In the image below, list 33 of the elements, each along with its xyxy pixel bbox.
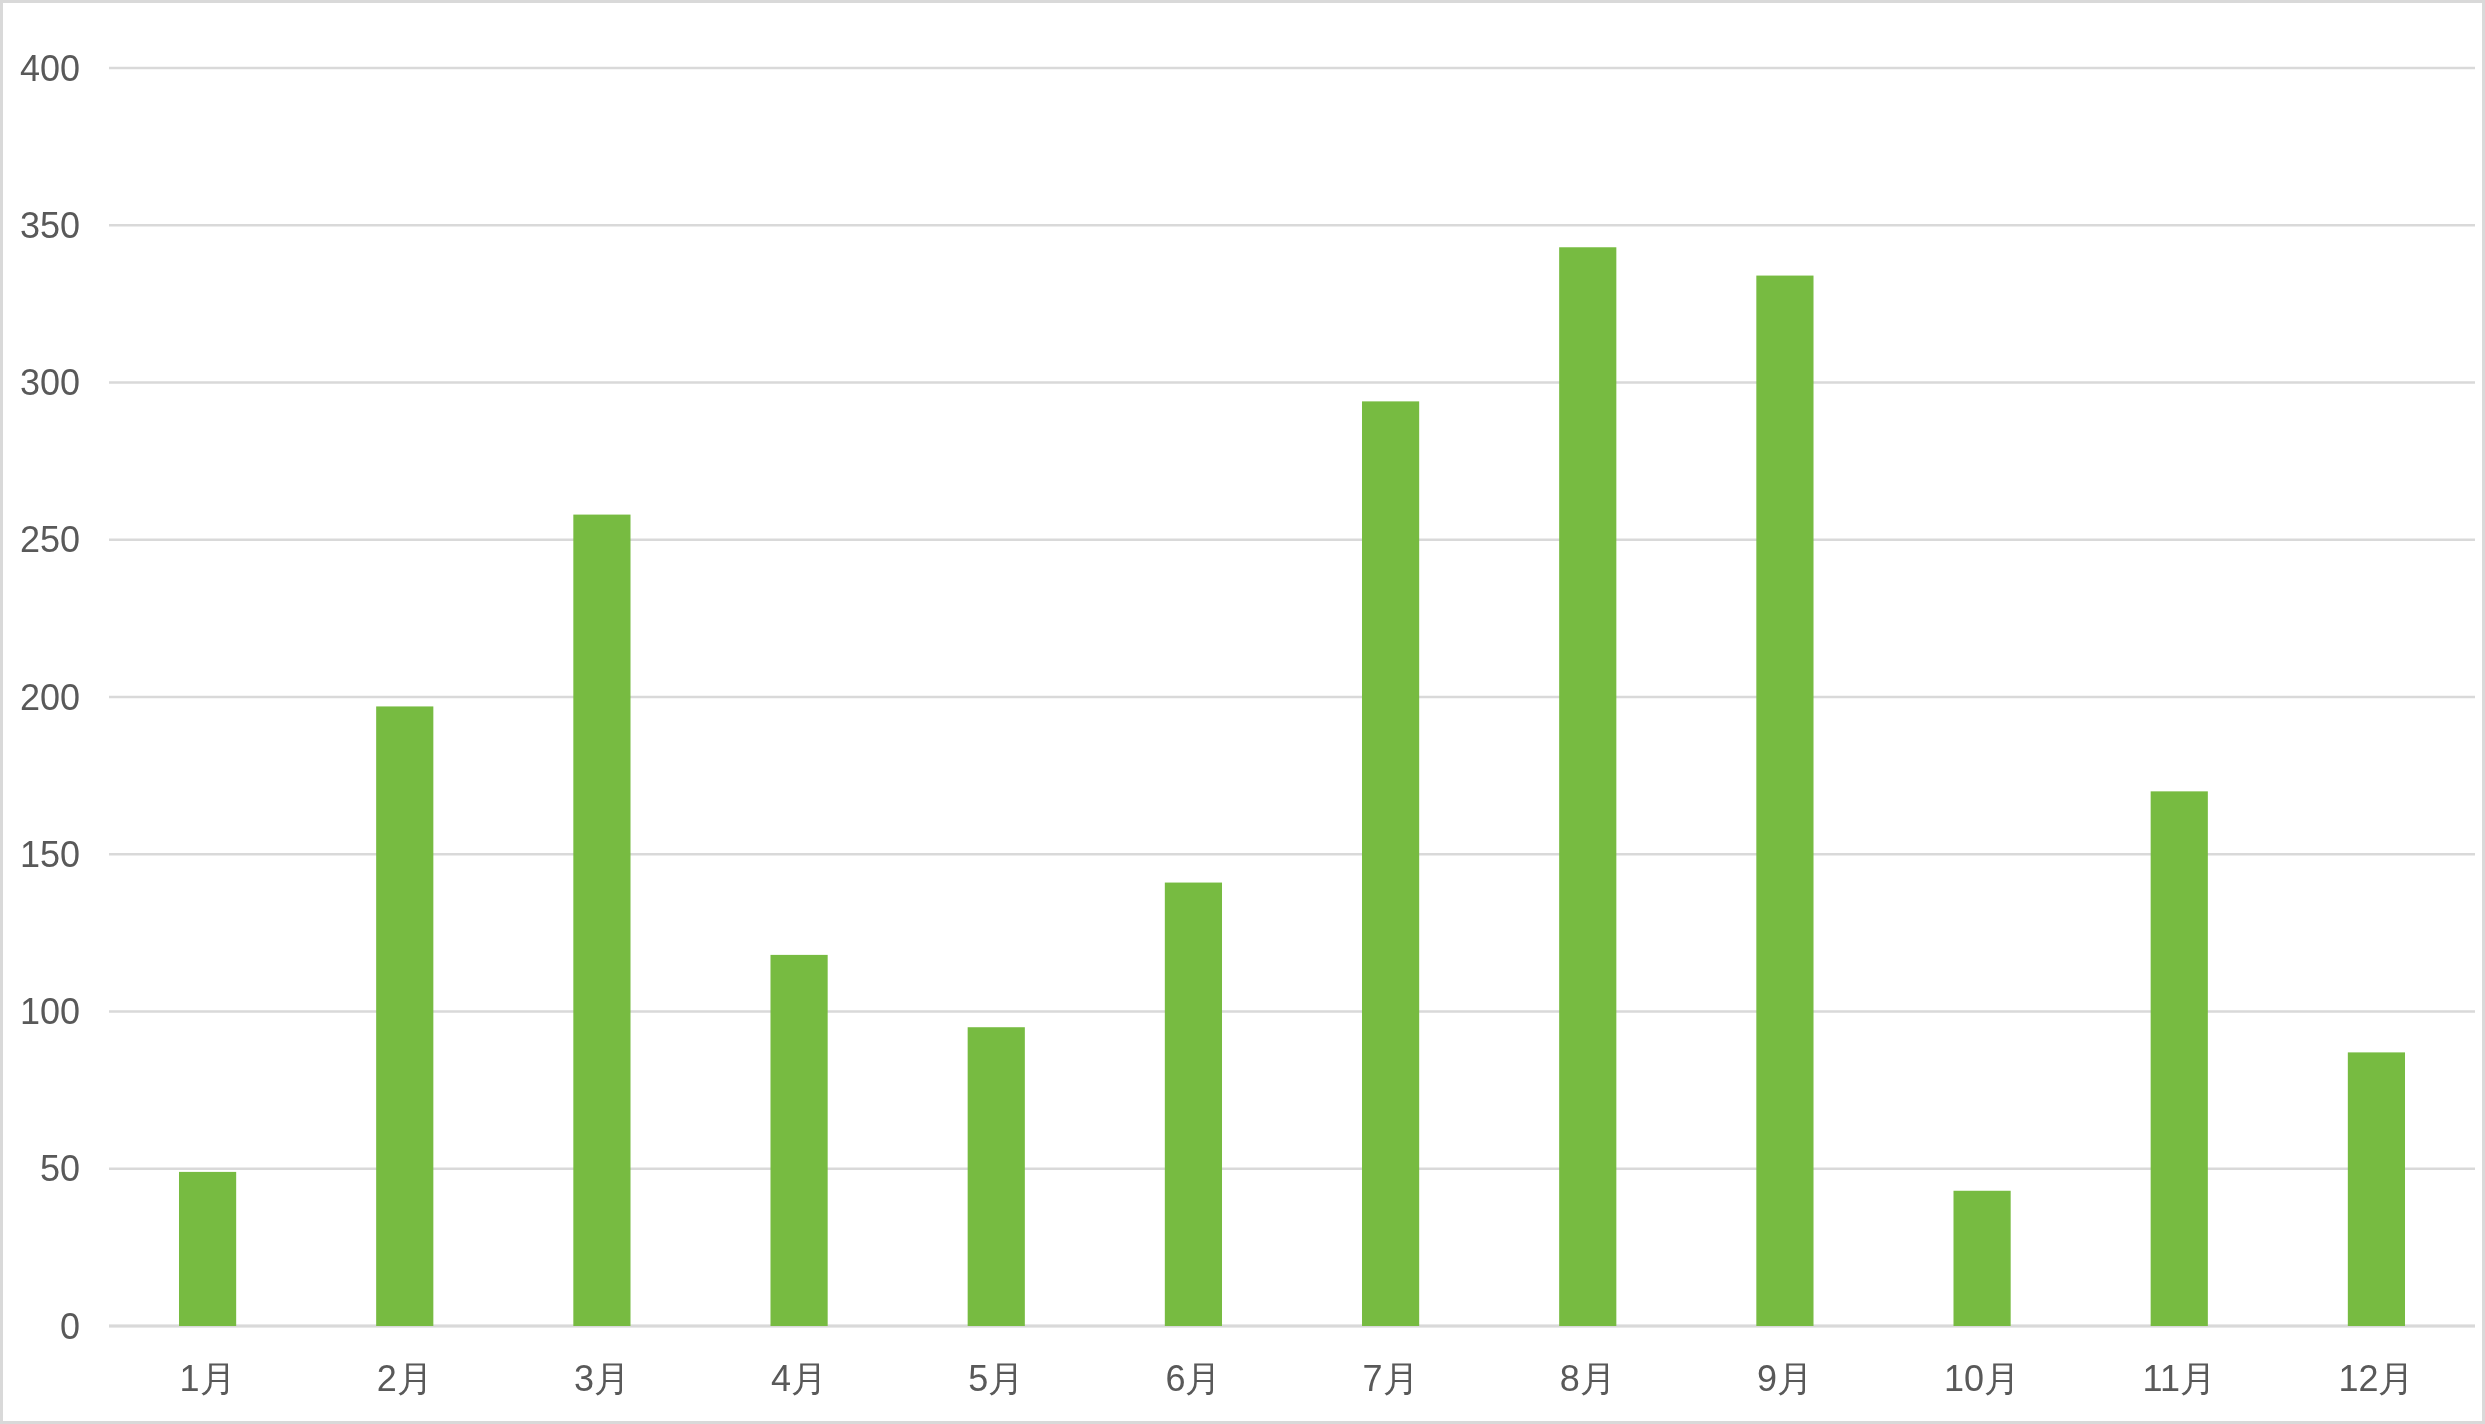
bar [1361, 401, 1420, 1326]
bar [1953, 1190, 2011, 1327]
y-tick-label: 350 [19, 204, 80, 246]
bar [967, 1027, 1025, 1326]
x-tick-label: 5月 [968, 1357, 1025, 1399]
bar [178, 1171, 237, 1327]
bar [2347, 1052, 2406, 1327]
x-tick-label: 9月 [1756, 1357, 1813, 1399]
x-tick-label: 11月 [2142, 1357, 2216, 1399]
y-tick-label: 0 [59, 1305, 80, 1347]
x-tick-label: 7月 [1362, 1357, 1419, 1399]
y-tick-label: 250 [19, 519, 80, 561]
y-tick-label: 150 [19, 833, 80, 875]
bar [376, 706, 434, 1326]
y-tick-label: 400 [19, 47, 80, 89]
x-tick-label: 3月 [573, 1357, 630, 1399]
x-tick-label: 8月 [1559, 1357, 1616, 1399]
x-tick-label: 1月 [179, 1357, 236, 1399]
x-tick-label: 10月 [1944, 1357, 2021, 1399]
bar [1756, 275, 1814, 1326]
bar [1559, 247, 1617, 1326]
bar [573, 514, 631, 1326]
y-tick-label: 200 [19, 676, 80, 718]
x-tick-label: 6月 [1165, 1357, 1222, 1399]
bar [1164, 882, 1223, 1326]
x-tick-label: 4月 [771, 1357, 828, 1399]
x-tick-label: 12月 [2338, 1357, 2415, 1399]
x-tick-label: 2月 [376, 1357, 433, 1399]
y-tick-label: 50 [39, 1148, 80, 1190]
bar [770, 954, 828, 1326]
y-tick-label: 100 [19, 991, 80, 1032]
bar [2150, 791, 2208, 1326]
y-tick-label: 300 [19, 362, 80, 403]
